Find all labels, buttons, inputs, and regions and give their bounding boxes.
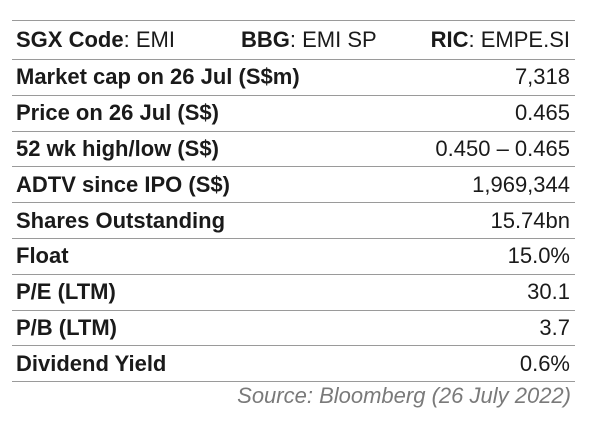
row-label: 52 wk high/low (S$) <box>16 135 219 161</box>
row-value: 3.7 <box>539 314 570 340</box>
table-header-row: SGX Code: EMI BBG: EMI SP RIC: EMPE.SI <box>12 20 575 60</box>
row-value: 1,969,344 <box>472 171 570 197</box>
sgx-code: SGX Code: EMI <box>12 27 241 53</box>
row-value: 0.450 – 0.465 <box>435 135 570 161</box>
row-value: 30.1 <box>527 279 570 305</box>
row-label: Price on 26 Jul (S$) <box>16 100 219 126</box>
table-row-dividend-yield: Dividend Yield 0.6% <box>12 346 575 383</box>
table-row-price: Price on 26 Jul (S$) 0.465 <box>12 96 575 132</box>
bbg-code-label: BBG <box>241 27 290 52</box>
row-value: 0.6% <box>519 350 570 376</box>
key-data-table: SGX Code: EMI BBG: EMI SP RIC: EMPE.SI M… <box>12 20 575 383</box>
ric-code-separator: : <box>468 27 481 52</box>
row-label: ADTV since IPO (S$) <box>16 171 230 197</box>
bbg-code-separator: : <box>289 27 303 52</box>
sgx-code-value: EMI <box>135 27 175 52</box>
row-value: 0.465 <box>514 100 570 126</box>
row-label: Shares Outstanding <box>16 207 226 233</box>
table-row-market-cap: Market cap on 26 Jul (S$m) 7,318 <box>12 60 575 96</box>
bbg-code: BBG: EMI SP <box>241 27 411 53</box>
row-label: Market cap on 26 Jul (S$m) <box>16 64 300 90</box>
row-value: 15.0% <box>507 243 570 269</box>
bbg-code-value: EMI SP <box>302 27 377 52</box>
row-label: Dividend Yield <box>16 350 167 376</box>
table-row-pe: P/E (LTM) 30.1 <box>12 275 575 311</box>
table-row-float: Float 15.0% <box>12 239 575 275</box>
row-value: 15.74bn <box>490 207 570 233</box>
table-row-adtv: ADTV since IPO (S$) 1,969,344 <box>12 167 575 204</box>
table-row-pb: P/B (LTM) 3.7 <box>12 311 575 347</box>
ric-code-label: RIC <box>430 27 469 52</box>
row-label: Float <box>16 243 69 269</box>
table-row-shares-outstanding: Shares Outstanding 15.74bn <box>12 203 575 239</box>
row-label: P/B (LTM) <box>16 314 118 340</box>
ric-code-value: EMPE.SI <box>480 27 570 52</box>
table-row-52wk-range: 52 wk high/low (S$) 0.450 – 0.465 <box>12 132 575 168</box>
row-label: P/E (LTM) <box>16 279 116 305</box>
row-value: 7,318 <box>514 64 570 90</box>
sgx-code-separator: : <box>123 27 136 52</box>
ric-code: RIC: EMPE.SI <box>411 27 575 53</box>
sgx-code-label: SGX Code <box>16 27 124 52</box>
source-note: Source: Bloomberg (26 July 2022) <box>237 383 571 408</box>
